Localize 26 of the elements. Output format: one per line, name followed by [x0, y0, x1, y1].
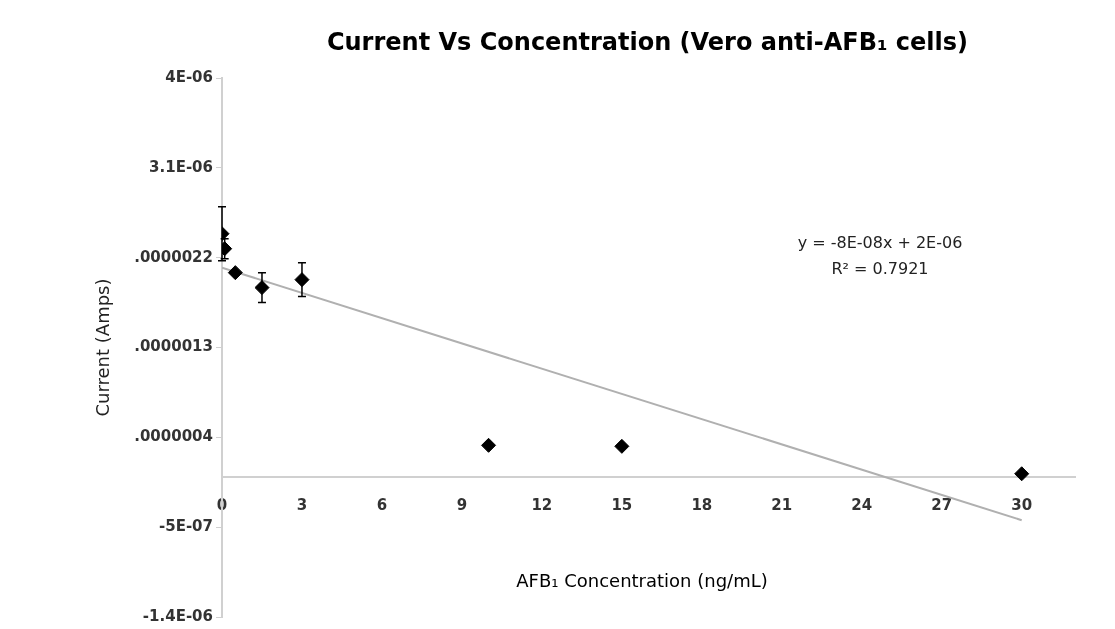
annotation: R² = 0.7921: [831, 259, 929, 278]
point: [227, 265, 243, 281]
x-tick-label: 27: [931, 496, 953, 515]
point: [1014, 466, 1030, 482]
y-tick-label: .0000022: [134, 247, 213, 266]
x-tick-label: 21: [771, 496, 793, 515]
y-axis-title: Current (Amps): [92, 278, 114, 417]
y-tick-label: .0000004: [134, 427, 213, 446]
y-tick-label: -1.4E-06: [142, 606, 213, 625]
x-tick-label: 12: [531, 496, 553, 515]
x-tick-label: 9: [456, 496, 468, 515]
y-tick-label: 3.1E-06: [149, 157, 213, 176]
x-tick-label: 6: [376, 496, 388, 515]
x-tick-label: 30: [1011, 496, 1033, 515]
y-tick-label: -5E-07: [158, 517, 213, 536]
y-tick-label: 4E-06: [165, 67, 213, 86]
point: [614, 438, 630, 454]
x-axis-title: AFB₁ Concentration (ng/mL): [515, 570, 769, 591]
x-tick-label: 18: [691, 496, 713, 515]
point: [481, 437, 497, 453]
annotation: y = -8E-08x + 2E-06: [797, 233, 963, 252]
x-tick-label: 3: [296, 496, 308, 515]
x-tick-label: 15: [611, 496, 633, 515]
y-tick-label: .0000013: [134, 337, 213, 356]
x-tick-label: 24: [851, 496, 873, 515]
chart-title: Current Vs Concentration (Vero anti-AFB₁ cells): [325, 28, 970, 56]
